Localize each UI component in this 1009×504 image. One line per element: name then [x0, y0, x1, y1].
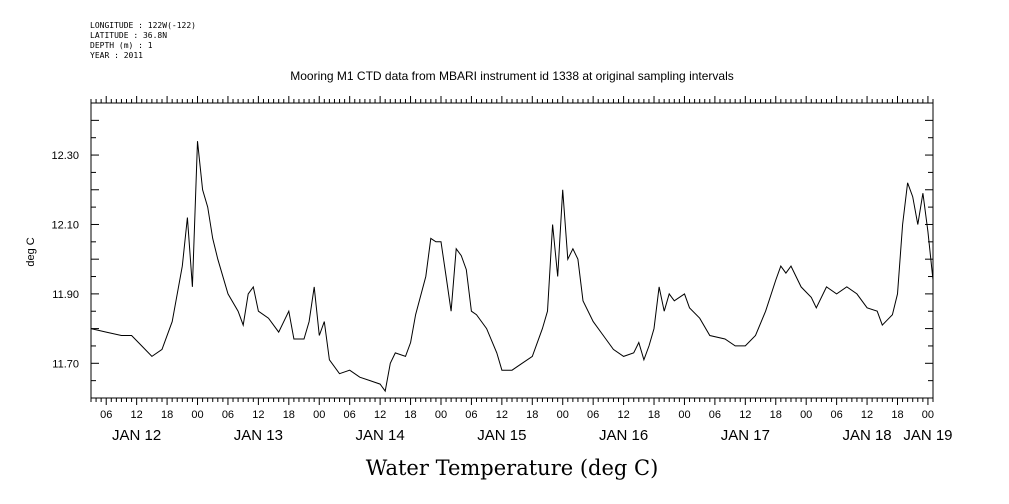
x-hour-label: 00 [678, 409, 690, 421]
y-axis-label: deg C [25, 237, 37, 266]
x-hour-label: 06 [465, 409, 477, 421]
x-day-label: JAN 16 [599, 427, 648, 444]
x-hour-label: 12 [374, 409, 386, 421]
x-hour-label: 18 [770, 409, 782, 421]
x-hour-label: 00 [800, 409, 812, 421]
longitude-text: LONGITUDE : 122W(-122) [90, 21, 196, 30]
x-hour-label: 12 [739, 409, 751, 421]
latitude-text: LATITUDE : 36.8N [90, 31, 167, 40]
x-hour-label: 12 [131, 409, 143, 421]
x-hour-label: 06 [100, 409, 112, 421]
x-hour-label: 18 [648, 409, 660, 421]
x-hour-label: 00 [191, 409, 203, 421]
x-hour-label: 18 [526, 409, 538, 421]
x-day-label: JAN 14 [356, 427, 405, 444]
x-hour-label: 18 [404, 409, 416, 421]
header-metadata: LONGITUDE : 122W(-122) LATITUDE : 36.8N … [90, 21, 196, 60]
x-hour-label: 12 [861, 409, 873, 421]
x-hour-label: 12 [252, 409, 264, 421]
x-axis-title: Water Temperature (deg C) [366, 456, 659, 480]
x-hour-label: 06 [222, 409, 234, 421]
x-hour-label: 00 [435, 409, 447, 421]
series-line [90, 141, 934, 393]
x-hour-label: 06 [344, 409, 356, 421]
year-text: YEAR : 2011 [90, 51, 143, 60]
x-hour-label: 06 [709, 409, 721, 421]
x-day-label: JAN 12 [112, 427, 161, 444]
x-hour-label: 18 [891, 409, 903, 421]
x-hour-label: 18 [161, 409, 173, 421]
x-hour-label: 12 [496, 409, 508, 421]
y-tick-label: 12.10 [51, 219, 79, 231]
x-hour-label: 18 [283, 409, 295, 421]
x-hour-label: 06 [587, 409, 599, 421]
x-day-label: JAN 13 [234, 427, 283, 444]
chart-title: Mooring M1 CTD data from MBARI instrumen… [290, 69, 734, 83]
x-day-label: JAN 18 [842, 427, 891, 444]
y-tick-label: 11.70 [52, 358, 79, 370]
axis-labels: 11.70 11.90 12.10 12.30 06 12 18 00 06 12 18 00 06 12… [51, 150, 952, 444]
x-hour-label: 06 [831, 409, 843, 421]
axis-ticks [90, 96, 934, 405]
x-day-label: JAN 15 [477, 427, 526, 444]
x-hour-label: 00 [557, 409, 569, 421]
x-hour-label: 00 [313, 409, 325, 421]
y-tick-label: 11.90 [52, 289, 79, 301]
depth-text: DEPTH (m) : 1 [90, 41, 153, 50]
x-hour-label: 00 [922, 409, 934, 421]
plot-frame [90, 102, 934, 399]
x-day-label: JAN 17 [721, 427, 770, 444]
x-hour-label: 12 [617, 409, 629, 421]
x-day-label: JAN 19 [903, 427, 952, 444]
y-tick-label: 12.30 [51, 150, 79, 162]
